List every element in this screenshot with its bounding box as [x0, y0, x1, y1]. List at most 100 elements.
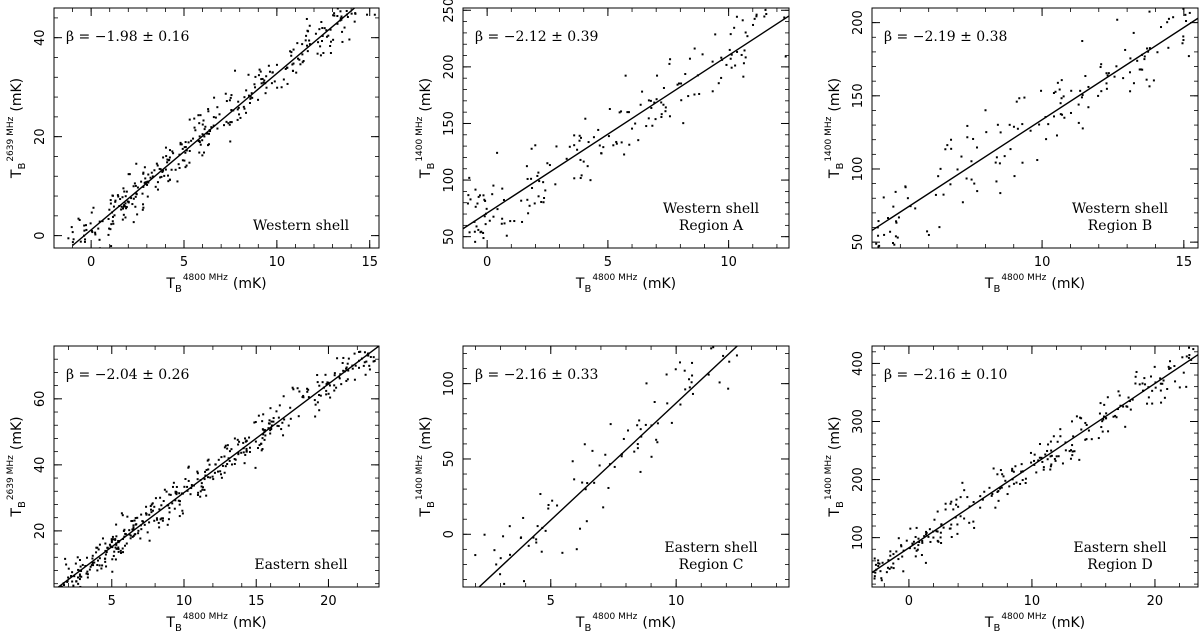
- scatter-point: [892, 205, 895, 208]
- x-axis-superscript: 4800 MHz: [183, 273, 228, 283]
- scatter-point: [624, 74, 627, 77]
- x-axis-unit: (mK): [233, 615, 267, 631]
- scatter-point: [96, 559, 99, 562]
- scatter-point: [583, 443, 586, 446]
- scatter-point: [153, 169, 156, 172]
- scatter-point: [1071, 420, 1074, 423]
- scatter-point: [221, 464, 224, 467]
- scatter-point: [944, 148, 947, 151]
- region-annotation: Western shell: [663, 201, 760, 217]
- scatter-point: [243, 96, 246, 99]
- scatter-point: [112, 222, 115, 225]
- scatter-point: [131, 203, 134, 206]
- scatter-point: [270, 424, 273, 427]
- x-axis-superscript: 4800 MHz: [1001, 612, 1046, 622]
- scatter-point: [256, 447, 259, 450]
- scatter-point: [536, 525, 539, 528]
- scatter-point: [132, 221, 135, 224]
- scatter-point: [1000, 486, 1003, 489]
- y-axis-symbol: T: [418, 508, 434, 518]
- scatter-point: [879, 271, 881, 273]
- scatter-point: [554, 183, 557, 186]
- scatter-point: [208, 463, 211, 466]
- scatter-point: [184, 151, 187, 154]
- scatter-point: [528, 204, 531, 207]
- scatter-point: [336, 22, 339, 25]
- scatter-point: [1105, 82, 1108, 85]
- scatter-point: [183, 159, 186, 162]
- scatter-point: [135, 162, 138, 165]
- scatter-point: [130, 197, 133, 200]
- scatter-point: [206, 459, 209, 462]
- scatter-point: [707, 373, 710, 376]
- scatter-point: [891, 242, 894, 245]
- scatter-point: [1116, 18, 1119, 21]
- scatter-point: [585, 520, 588, 523]
- scatter-point: [132, 197, 135, 200]
- scatter-point: [1071, 454, 1074, 457]
- scatter-point: [363, 2, 365, 4]
- scatter-point: [132, 534, 135, 537]
- scatter-point: [540, 550, 543, 553]
- y-axis-unit: (mK): [827, 78, 843, 112]
- scatter-point: [483, 533, 486, 536]
- scatter-point: [184, 166, 187, 169]
- scatter-point: [744, 31, 747, 34]
- scatter-point: [365, 360, 368, 363]
- scatter-point: [668, 62, 671, 65]
- scatter-point: [892, 553, 895, 556]
- scatter-point: [228, 450, 231, 453]
- scatter-point: [198, 151, 201, 154]
- scatter-point: [1020, 470, 1023, 473]
- scatter-point: [83, 229, 86, 232]
- scatter-point: [482, 604, 484, 606]
- scatter-point: [1059, 113, 1062, 116]
- scatter-point: [284, 67, 287, 70]
- beta-label: β = −2.04 ± 0.26: [66, 367, 190, 383]
- scatter-point: [345, 367, 348, 370]
- scatter-point: [201, 488, 204, 491]
- scatter-point: [124, 205, 127, 208]
- scatter-point: [282, 434, 285, 437]
- scatter-point: [1050, 449, 1053, 452]
- scatter-point: [159, 496, 162, 499]
- scatter-point: [292, 69, 295, 72]
- scatter-point: [981, 498, 984, 501]
- scatter-point: [1069, 111, 1072, 114]
- scatter-point: [874, 563, 877, 566]
- scatter-point: [1159, 377, 1162, 380]
- scatter-point: [140, 180, 143, 183]
- scatter-point: [201, 133, 204, 136]
- scatter-point: [997, 489, 1000, 492]
- y-axis-superscript: 1400 MHz: [824, 455, 834, 500]
- scatter-point: [1021, 161, 1024, 164]
- scatter-point: [117, 550, 120, 553]
- scatter-point: [769, 279, 771, 281]
- scatter-point: [474, 240, 477, 243]
- scatter-point: [587, 141, 590, 144]
- scatter-point: [482, 194, 485, 197]
- scatter-point: [228, 99, 231, 102]
- scatter-point: [230, 109, 233, 112]
- scatter-point: [1097, 437, 1100, 440]
- scatter-point: [538, 180, 541, 183]
- scatter-point: [201, 139, 204, 142]
- scatter-point: [74, 249, 76, 251]
- scatter-point: [1059, 435, 1062, 438]
- scatter-point: [548, 164, 551, 167]
- scatter-point: [983, 490, 986, 493]
- scatter-point: [674, 368, 677, 371]
- scatter-point: [345, 366, 348, 369]
- scatter-point: [95, 546, 98, 549]
- scatter-point: [148, 521, 151, 524]
- scatter-point: [889, 550, 892, 553]
- scatter-point: [1036, 159, 1039, 162]
- scatter-point: [261, 448, 264, 451]
- scatter-point: [167, 174, 170, 177]
- scatter-point: [1078, 458, 1081, 461]
- scatter-point: [693, 93, 696, 96]
- scatter-point: [179, 141, 182, 144]
- scatter-point: [366, 13, 369, 16]
- scatter-point: [347, 369, 350, 372]
- scatter-point: [306, 50, 309, 53]
